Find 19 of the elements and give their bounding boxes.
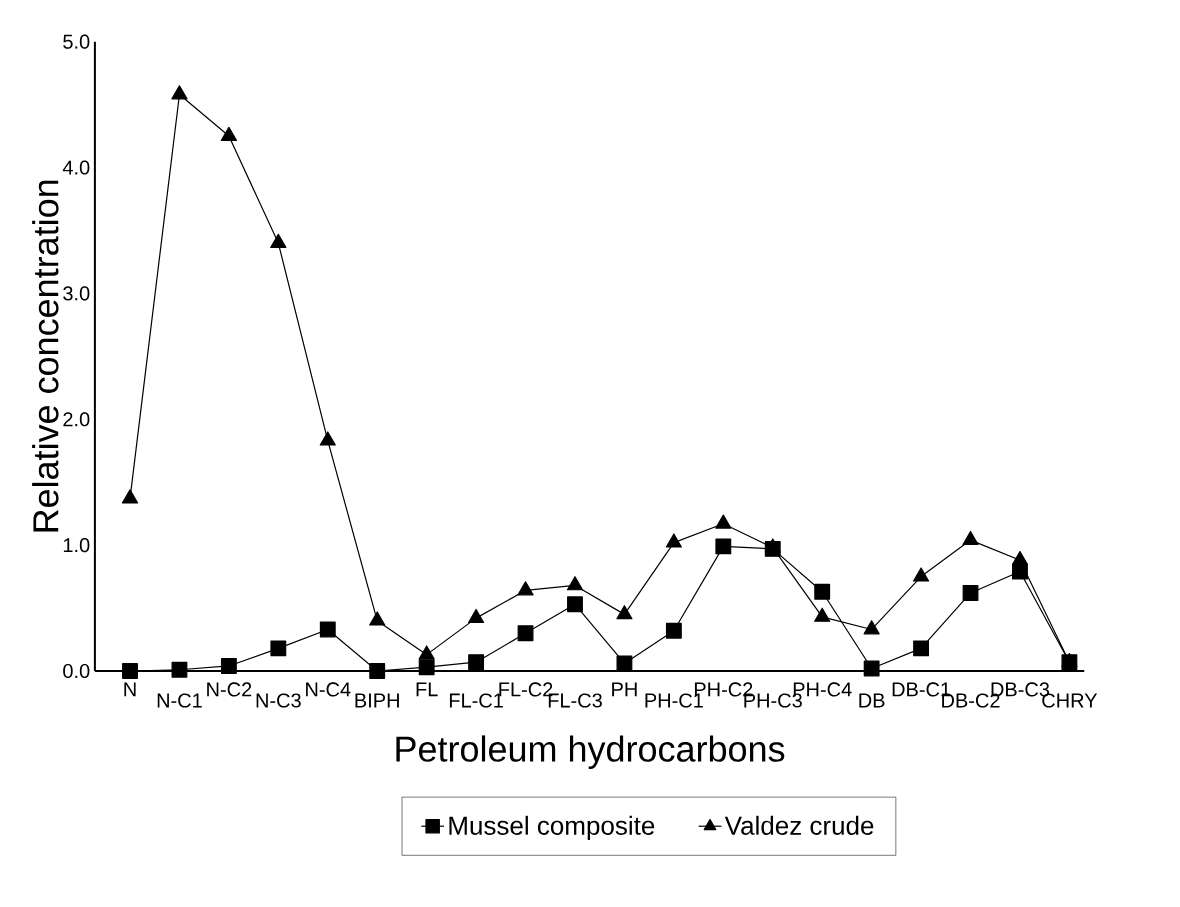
x-tick-label: N-C2 xyxy=(207,682,252,697)
x-tick-label: FL xyxy=(416,682,438,697)
x-tick-label: PH xyxy=(612,682,637,697)
legend-label: Mussel composite xyxy=(449,815,655,841)
legend-label: Valdez crude xyxy=(724,815,874,835)
x-tick-label: N-C1 xyxy=(157,693,202,708)
y-tick-label: 3.0 xyxy=(63,286,90,301)
y-axis-title: Relative concentration xyxy=(32,180,59,532)
x-tick-label: N xyxy=(124,682,136,697)
y-tick-label: 5.0 xyxy=(63,34,90,49)
y-tick-label: 1.0 xyxy=(63,538,90,553)
y-tick-label: 4.0 xyxy=(62,160,90,175)
y-tick-label: 0.0 xyxy=(63,663,90,679)
x-tick-label: N-C4 xyxy=(306,682,351,697)
y-tick-label: 2.0 xyxy=(63,412,90,427)
x-tick-label: DB xyxy=(859,693,885,708)
x-axis-title: Petroleum hydrocarbons xyxy=(396,735,785,769)
x-tick-label: N-C3 xyxy=(256,693,301,708)
x-tick-label: BIPH xyxy=(355,693,399,708)
